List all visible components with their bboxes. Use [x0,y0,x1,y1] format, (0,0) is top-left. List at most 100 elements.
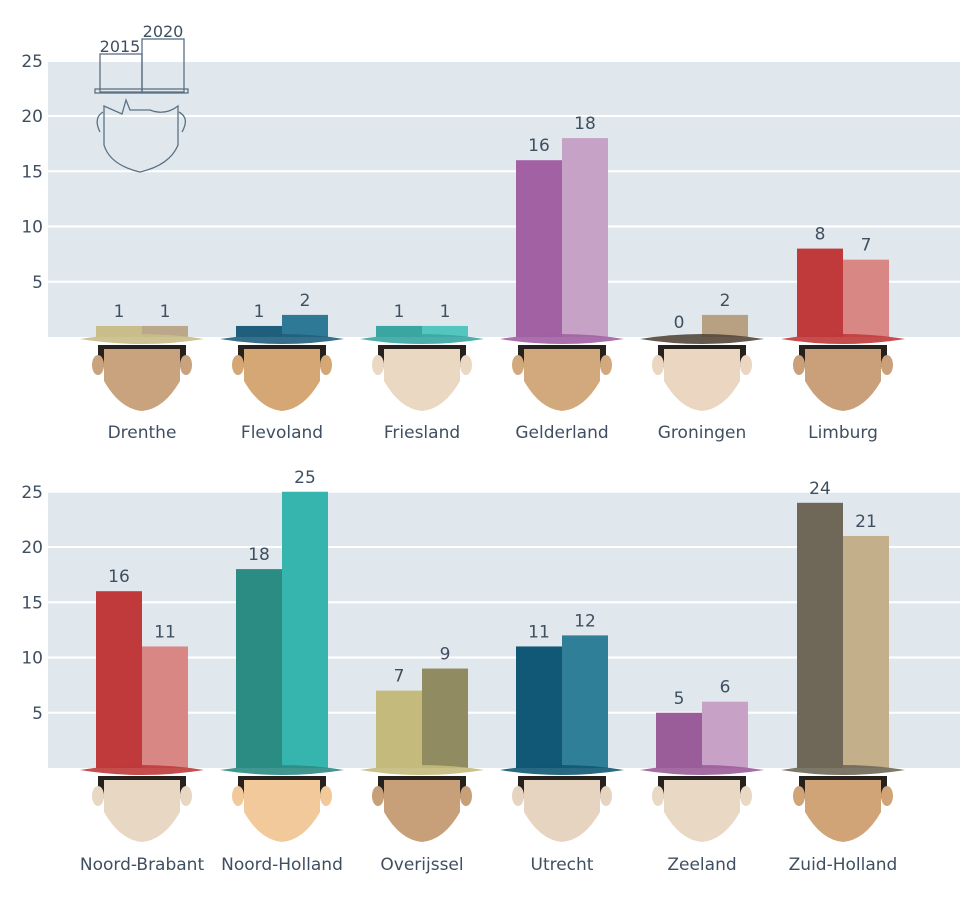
value-label-2015: 8 [815,225,826,245]
category-label: Overijssel [380,855,463,875]
hat-gelderland: 16 18 Gelderland [500,114,624,443]
hat-overijssel: 7 9 Overijssel [360,645,484,875]
value-label-2015: 16 [528,136,550,156]
ear-left [793,355,805,375]
category-label: Zuid-Holland [789,855,898,875]
face [104,780,180,842]
bar-2020 [422,668,468,768]
face [244,349,320,411]
ear-right [600,786,612,806]
y-tick-label: 10 [21,649,43,669]
y-tick-label: 25 [21,52,43,72]
hat-friesland: 1 1 Friesland [360,302,484,443]
value-label-2015: 11 [528,622,550,642]
legend-hat-2020 [141,38,185,93]
category-label: Zeeland [667,855,736,875]
value-label-2020: 6 [720,678,731,698]
legend-ear-left [96,111,104,133]
hat-zeeland: 5 6 Zeeland [640,678,764,875]
bar-2015 [96,591,142,768]
bar-2020 [702,314,748,337]
value-label-2015: 16 [108,567,130,587]
legend-ear-right [178,111,186,133]
y-tick-label: 5 [32,273,43,293]
hat-zuid-holland: 24 21 Zuid-Holland [781,479,905,875]
ear-left [372,355,384,375]
hat-brim [640,765,764,775]
category-label: Drenthe [108,423,177,443]
bar-2020 [562,138,608,337]
hat-brim [80,765,204,775]
bar-2020 [142,646,188,768]
face [384,349,460,411]
bar-2015 [656,712,702,768]
bar-2020 [843,535,889,768]
bar-2015 [516,646,562,768]
value-label-2015: 5 [674,689,685,709]
bar-2015 [516,160,562,337]
category-label: Limburg [808,423,878,443]
face [524,780,600,842]
ear-right [881,786,893,806]
ear-left [512,355,524,375]
y-tick-label: 5 [32,704,43,724]
bar-2015 [236,325,282,337]
bar-2020 [422,325,468,337]
hat-limburg: 8 7 Limburg [781,225,905,443]
ear-right [180,786,192,806]
ear-left [92,355,104,375]
hat-brim [640,334,764,344]
category-label: Noord-Holland [221,855,343,875]
value-label-2020: 1 [440,302,451,322]
y-tick-label: 25 [21,483,43,503]
ear-right [740,355,752,375]
panel-2: 5 10 15 20 25 16 11 Noord-Brabant 18 25 Noord-Holl… [21,468,960,875]
value-label-2020: 9 [440,645,451,665]
ear-right [460,786,472,806]
value-label-2020: 18 [574,114,596,134]
bar-2020 [702,701,748,768]
y-tick-label: 15 [21,162,43,182]
category-label: Gelderland [515,423,608,443]
ear-left [512,786,524,806]
value-label-2015: 0 [674,313,685,333]
ear-left [232,786,244,806]
ear-left [92,786,104,806]
hat-noord-holland: 18 25 Noord-Holland [220,468,344,875]
legend-face-outline [103,97,179,173]
category-label: Flevoland [241,423,323,443]
value-label-2020: 11 [154,622,176,642]
ear-right [881,355,893,375]
value-label-2020: 21 [855,512,877,532]
legend-label-2020: 2020 [143,22,184,41]
value-label-2015: 18 [248,545,270,565]
hat-utrecht: 11 12 Utrecht [500,611,624,875]
hat-brim [80,334,204,344]
legend-label-2015: 2015 [100,37,141,56]
value-label-2020: 7 [861,236,872,256]
value-label-2015: 1 [114,302,125,322]
face [524,349,600,411]
face [805,349,881,411]
face [244,780,320,842]
value-label-2020: 25 [294,468,316,488]
value-label-2020: 1 [160,302,171,322]
hat-brim [360,765,484,775]
value-label-2020: 12 [574,611,596,631]
face [664,349,740,411]
category-label: Friesland [384,423,460,443]
hat-brim [220,334,344,344]
hat-brim [781,765,905,775]
bar-2015 [376,690,422,768]
legend-hat-brim [94,88,189,94]
ear-right [460,355,472,375]
ear-right [740,786,752,806]
hat-drenthe: 1 1 Drenthe [80,302,204,443]
bar-2020 [843,259,889,337]
y-tick-label: 15 [21,593,43,613]
legend: 2015 2020 [94,22,189,173]
ear-right [320,355,332,375]
y-tick-label: 10 [21,218,43,238]
hat-groningen: 0 2 Groningen [640,291,764,443]
